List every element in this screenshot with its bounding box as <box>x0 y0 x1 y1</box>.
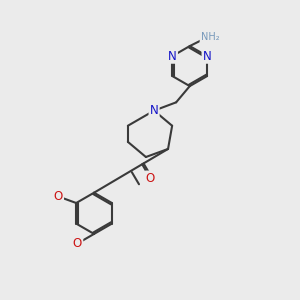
Text: N: N <box>150 104 158 117</box>
Text: O: O <box>73 237 82 250</box>
Text: O: O <box>54 190 63 203</box>
Text: NH₂: NH₂ <box>201 32 219 42</box>
Text: N: N <box>168 50 177 63</box>
Text: N: N <box>203 50 212 63</box>
Text: O: O <box>146 172 155 185</box>
